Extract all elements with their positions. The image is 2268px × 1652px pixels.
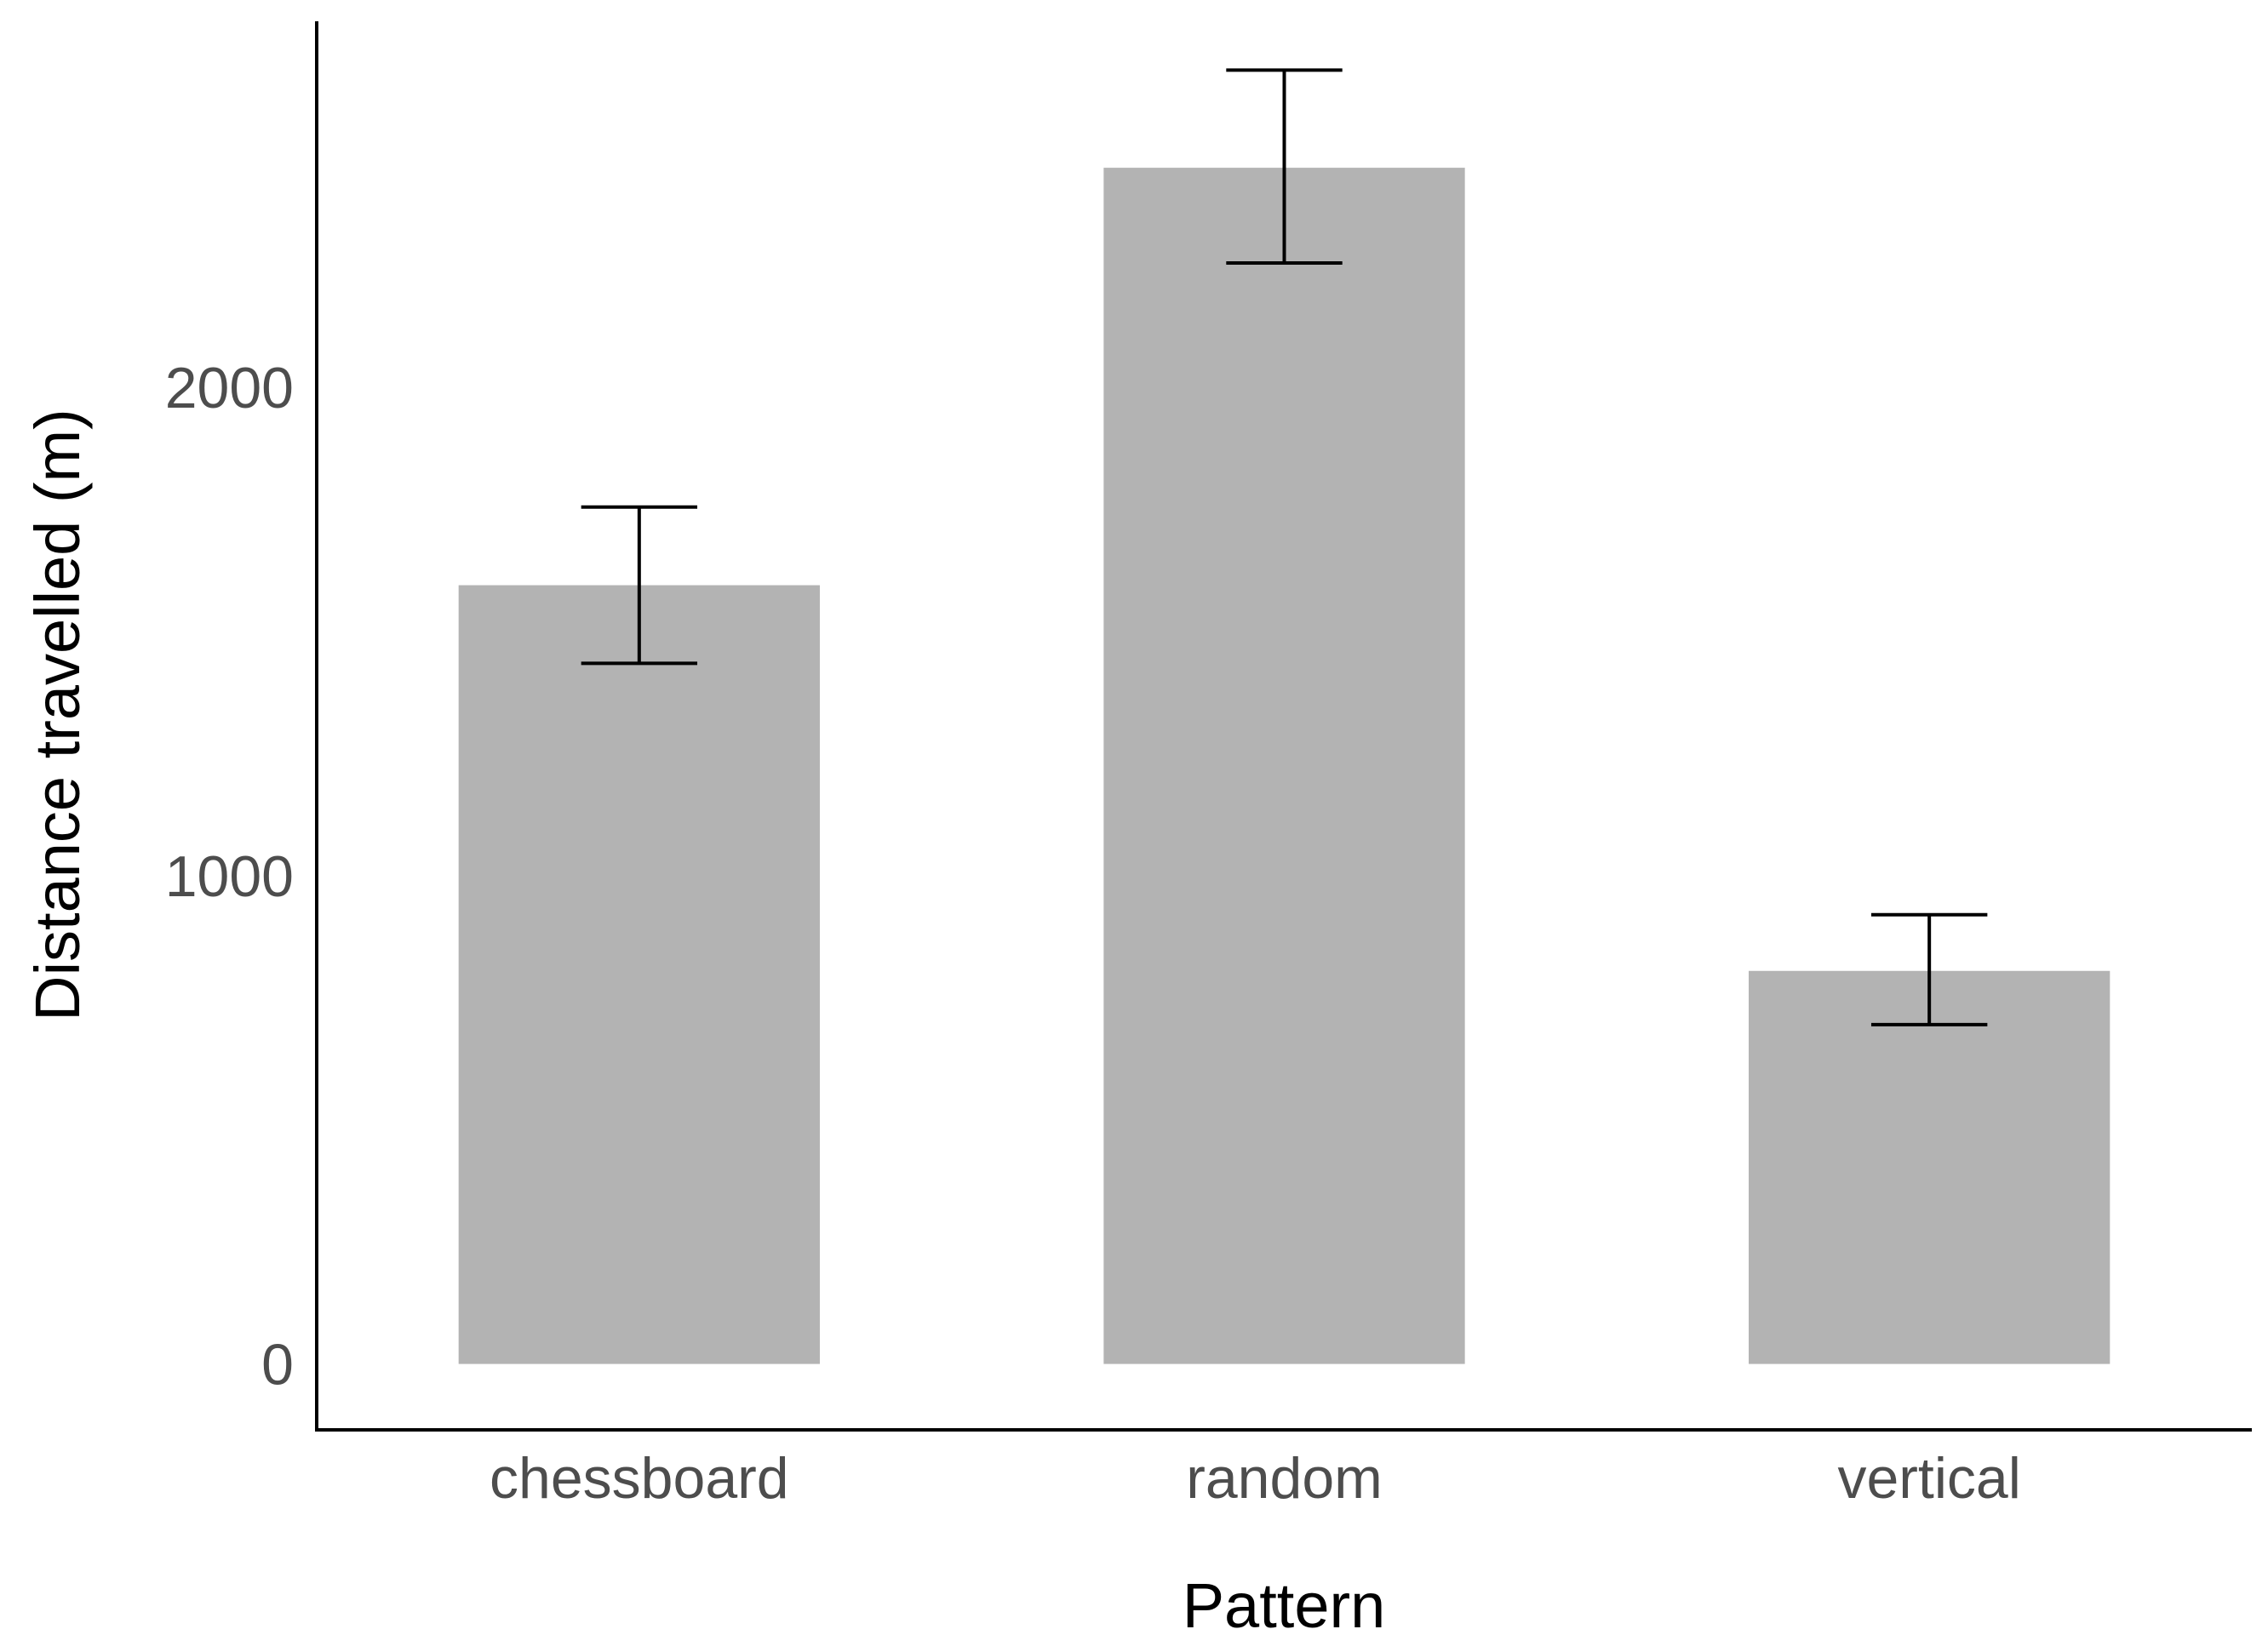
error-bar-vertical [1870, 912, 1988, 1026]
y-tick-label-1000: 1000 [165, 844, 294, 909]
error-bar-chessboard [581, 505, 698, 666]
y-tick-labels: 0 1000 2000 [165, 356, 294, 1397]
x-tick-label-random: random [1186, 1446, 1383, 1511]
y-tick-label-2000: 2000 [165, 356, 294, 420]
x-tick-label-vertical: vertical [1837, 1446, 2020, 1511]
bar-vertical [1749, 970, 2110, 1364]
bar-random [1103, 168, 1465, 1364]
error-bar-random [1226, 68, 1343, 265]
y-axis-title: Distance travelled (m) [22, 409, 93, 1021]
bar-chessboard [458, 585, 820, 1364]
x-axis-title: Pattern [1183, 1570, 1386, 1641]
error-bars-layer [581, 68, 1988, 1026]
bars-layer [458, 168, 2110, 1364]
x-tick-label-chessboard: chessboard [490, 1446, 789, 1511]
x-tick-labels: chessboard random vertical [490, 1446, 2021, 1511]
y-tick-label-0: 0 [261, 1333, 294, 1398]
